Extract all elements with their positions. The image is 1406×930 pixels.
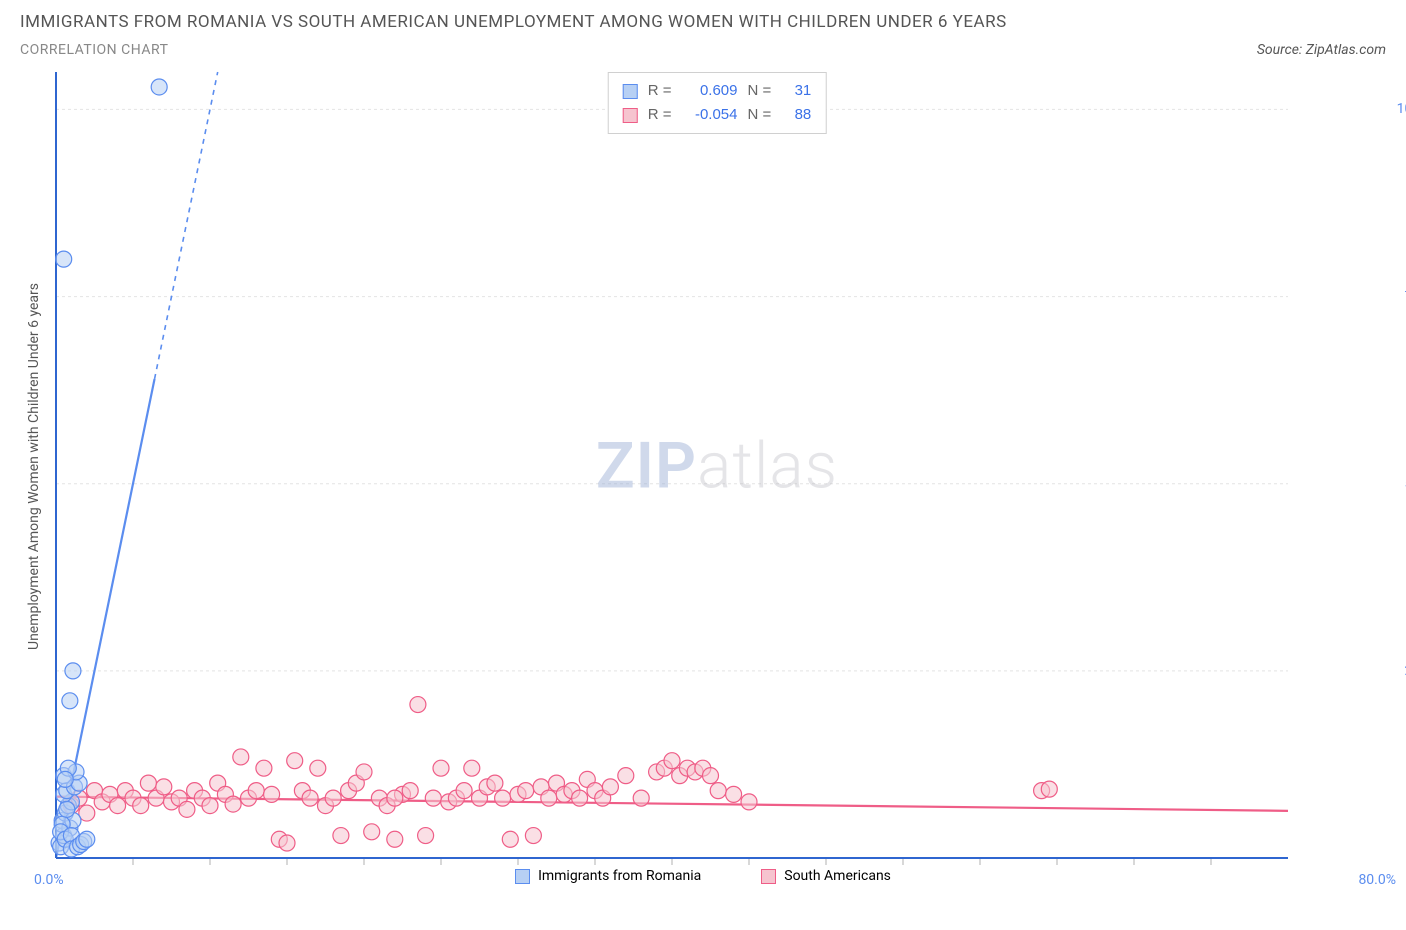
legend-label: Immigrants from Romania	[538, 868, 701, 884]
legend-swatch	[515, 869, 530, 884]
plot-container: ZIPatlas R =0.609N =31R =-0.054N =88 0.0…	[48, 66, 1386, 866]
chart-subtitle: CORRELATION CHART	[20, 42, 1386, 58]
chart-header: IMMIGRANTS FROM ROMANIA VS SOUTH AMERICA…	[20, 12, 1386, 58]
y-axis-label: Unemployment Among Women with Children U…	[20, 66, 48, 866]
series-legend: Immigrants from Romania South Americans	[20, 868, 1386, 888]
n-value: 88	[781, 103, 811, 127]
n-value: 31	[781, 79, 811, 103]
x-axis-origin-label: 0.0%	[34, 872, 64, 888]
r-value: -0.054	[682, 103, 738, 127]
source-attribution: Source: ZipAtlas.com	[1257, 42, 1386, 58]
correlation-row: R = -0.054 N = 88	[623, 103, 812, 127]
series-swatch	[623, 84, 638, 99]
scatter-plot	[48, 66, 1348, 866]
x-axis-max-label: 80.0%	[1358, 872, 1396, 888]
r-label: R =	[648, 103, 672, 127]
r-value: 0.609	[682, 79, 738, 103]
y-tick-label: 100.0%	[1397, 101, 1406, 117]
chart-area: Unemployment Among Women with Children U…	[20, 66, 1386, 866]
legend-swatch	[761, 869, 776, 884]
n-label: N =	[748, 103, 772, 127]
legend-label: South Americans	[784, 868, 891, 884]
correlation-legend: R = 0.609 N = 31 R = -0.054 N = 88	[608, 72, 827, 134]
n-label: N =	[748, 79, 772, 103]
chart-title: IMMIGRANTS FROM ROMANIA VS SOUTH AMERICA…	[20, 12, 1386, 32]
series-swatch	[623, 108, 638, 123]
legend-item: South Americans	[761, 868, 891, 884]
r-label: R =	[648, 79, 672, 103]
legend-item: Immigrants from Romania	[515, 868, 701, 884]
correlation-row: R = 0.609 N = 31	[623, 79, 812, 103]
